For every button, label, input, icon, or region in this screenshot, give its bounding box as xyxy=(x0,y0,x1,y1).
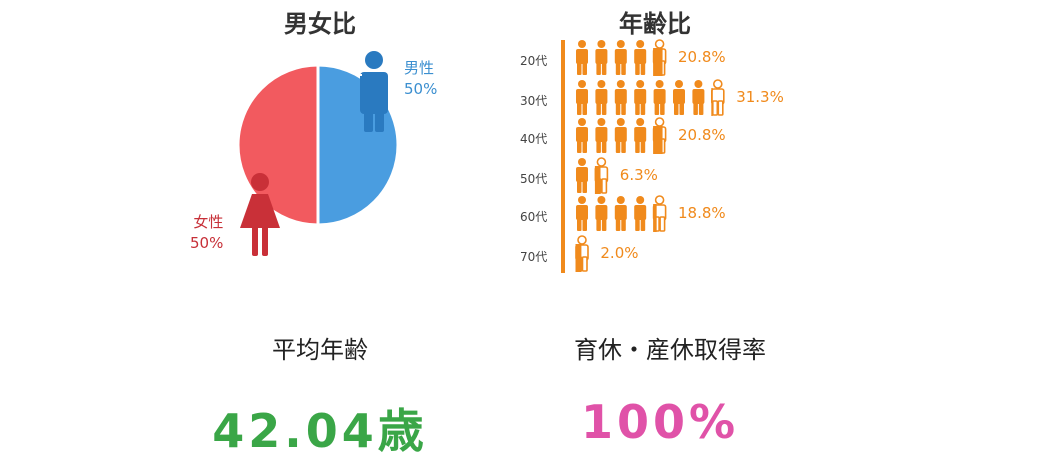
female-person-icon xyxy=(240,173,280,256)
age-row: 70代 2.0% xyxy=(520,244,820,266)
age-person-icon xyxy=(595,118,608,153)
age-percent-label: 6.3% xyxy=(619,166,658,184)
average-age-title: 平均年齢 xyxy=(272,336,368,364)
male-label-pct: 50% xyxy=(404,80,438,98)
age-person-icon xyxy=(576,80,588,115)
age-person-icon xyxy=(614,80,627,115)
age-person-icon xyxy=(673,80,685,115)
age-category-label: 60代 xyxy=(520,210,548,224)
age-person-icon xyxy=(652,117,667,154)
age-person-icon xyxy=(614,118,627,153)
age-person-icon xyxy=(652,39,667,76)
age-category-label: 70代 xyxy=(520,250,548,264)
age-row: 30代 31.3% xyxy=(520,88,820,110)
age-row: 40代 20.8% xyxy=(520,126,820,148)
age-person-icon xyxy=(575,235,589,272)
age-person-icon xyxy=(653,80,666,115)
age-row: 20代 20.8% xyxy=(520,48,820,70)
age-person-icon xyxy=(576,40,588,75)
age-person-icon xyxy=(576,196,588,231)
gender-ratio-title: 男女比 xyxy=(284,10,356,38)
average-age-value: 42.04歳 xyxy=(212,404,428,458)
age-row: 60代 18.8% xyxy=(520,204,820,226)
age-person-icon xyxy=(652,195,667,232)
age-category-label: 40代 xyxy=(520,132,548,146)
age-percent-label: 31.3% xyxy=(736,88,784,106)
female-label-name: 女性 xyxy=(193,213,224,231)
age-person-icon xyxy=(576,118,588,153)
female-label: 女性 50% xyxy=(190,212,223,254)
male-person-icon xyxy=(359,51,388,132)
age-category-label: 50代 xyxy=(520,172,548,186)
age-percent-label: 20.8% xyxy=(678,126,726,144)
age-percent-label: 20.8% xyxy=(678,48,726,66)
age-percent-label: 18.8% xyxy=(678,204,726,222)
age-person-icon xyxy=(634,80,647,115)
age-percent-label: 2.0% xyxy=(600,244,639,262)
age-person-icon xyxy=(595,80,608,115)
female-label-pct: 50% xyxy=(190,234,224,252)
age-category-label: 30代 xyxy=(520,94,548,108)
age-person-icon xyxy=(614,40,627,75)
male-label: 男性 50% xyxy=(404,58,437,100)
age-ratio-title: 年齢比 xyxy=(619,10,691,38)
leave-rate-title: 育休・産休取得率 xyxy=(574,336,766,364)
age-person-icon xyxy=(634,40,647,75)
male-label-name: 男性 xyxy=(404,59,435,77)
age-row: 50代 6.3% xyxy=(520,166,820,188)
age-person-icon xyxy=(595,40,608,75)
age-person-icon xyxy=(710,79,725,116)
age-person-icon xyxy=(576,158,588,193)
age-person-icon xyxy=(614,196,627,231)
age-person-icon xyxy=(595,196,608,231)
age-icon-bars xyxy=(575,39,725,272)
age-person-icon xyxy=(692,80,705,115)
age-person-icon xyxy=(634,196,647,231)
age-person-icon xyxy=(634,118,647,153)
age-person-icon xyxy=(594,157,609,194)
age-category-label: 20代 xyxy=(520,54,548,68)
leave-rate-value: 100% xyxy=(580,395,740,449)
age-axis-line xyxy=(561,40,565,273)
